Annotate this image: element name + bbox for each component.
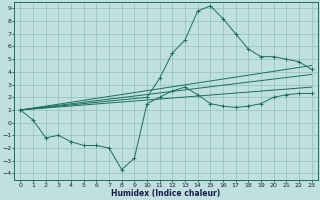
X-axis label: Humidex (Indice chaleur): Humidex (Indice chaleur) (111, 189, 220, 198)
